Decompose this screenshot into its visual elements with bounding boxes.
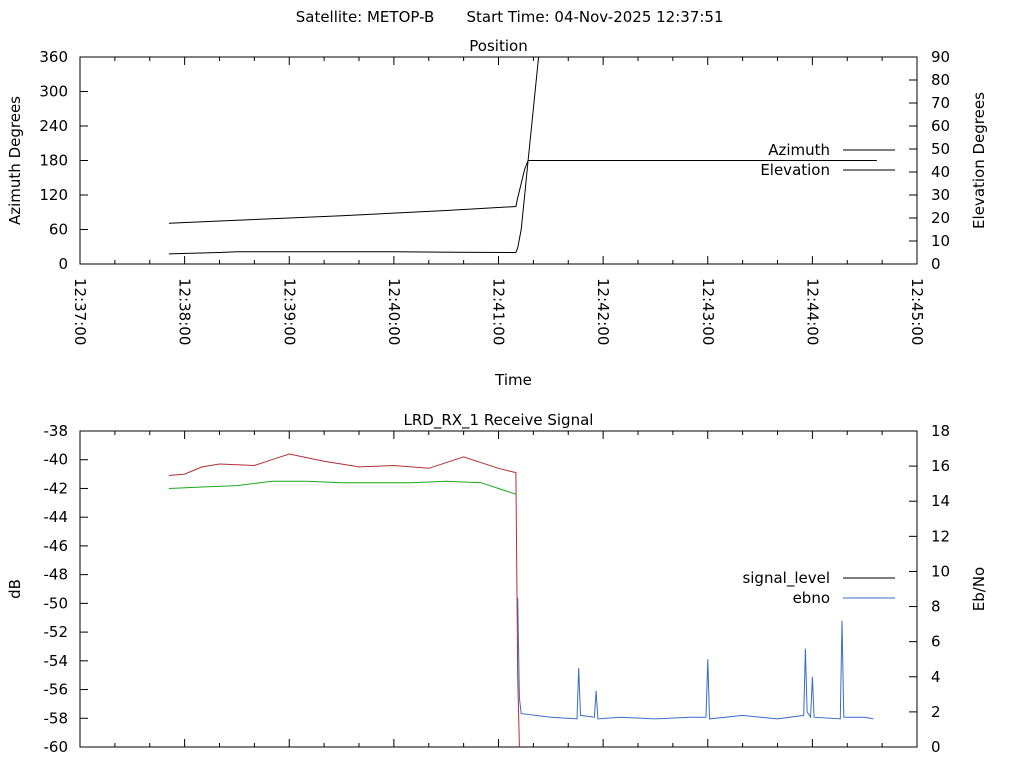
y-right-tick-label: 20	[931, 209, 950, 227]
y-right-tick-label: 18	[931, 422, 950, 440]
y-left-tick-label: -40	[44, 451, 69, 469]
header-start-time: Start Time: 04-Nov-2025 12:37:51	[466, 8, 723, 26]
legend-label: Azimuth	[768, 141, 830, 159]
y-right-tick-label: 6	[931, 633, 941, 651]
y-right-tick-label: 50	[931, 140, 950, 158]
y-left-tick-label: -56	[44, 681, 69, 699]
series-signal-level-line	[168, 453, 520, 747]
x-tick-label: 12:45:00	[908, 278, 926, 345]
y-right-tick-label: 80	[931, 71, 950, 89]
y-left-tick-label: 240	[39, 117, 68, 135]
y-right-tick-label: 16	[931, 457, 950, 475]
y-left-axis-title: Azimuth Degrees	[6, 96, 24, 225]
x-tick-label: 12:38:00	[176, 278, 194, 345]
y-left-tick-label: 180	[39, 152, 68, 170]
x-tick-label: 12:42:00	[594, 278, 612, 345]
y-left-tick-label: 120	[39, 186, 68, 204]
x-tick-label: 12:43:00	[699, 278, 717, 345]
position-chart: Position 0 60 120 180 240 300 360 0 10 20 30 40 50 60 7…	[6, 37, 988, 389]
legend-label: Elevation	[760, 161, 830, 179]
x-tick-label: 12:39:00	[280, 278, 298, 345]
x-tick-label: 12:41:00	[490, 278, 508, 345]
y-right-tick-label: 30	[931, 186, 950, 204]
y-right-axis-title: Eb/No	[970, 567, 988, 611]
y-right-tick-label: 60	[931, 117, 950, 135]
series-ebno-line	[517, 597, 874, 720]
plot-frame	[79, 430, 918, 748]
y-left-tick-label: 0	[58, 255, 68, 273]
y-right-tick-label: 8	[931, 598, 941, 616]
y-left-tick-label: -38	[44, 422, 69, 440]
y-left-tick-label: 60	[49, 221, 68, 239]
series-extra-line	[168, 480, 517, 495]
y-right-tick-label: 10	[931, 562, 950, 580]
series-azimuth-line	[168, 160, 877, 224]
x-axis-title: Time	[494, 371, 532, 389]
y-left-tick-label: -52	[44, 623, 69, 641]
y-left-tick-label: -48	[44, 566, 69, 584]
receive-signal-chart: LRD_RX_1 Receive Signal -60 -58 -56 -54 -52 -5…	[6, 411, 988, 756]
y-left-tick-label: 300	[39, 83, 68, 101]
y-right-axis-title: Elevation Degrees	[970, 92, 988, 229]
y-left-tick-label: -46	[44, 537, 69, 555]
y-left-axis-title: dB	[6, 579, 24, 599]
y-left-tick-label: -50	[44, 594, 69, 612]
y-right-tick-label: 4	[931, 668, 941, 686]
header-satellite: Satellite: METOP-B	[296, 8, 435, 26]
y-right-tick-label: 0	[931, 738, 941, 756]
x-tick-label: 12:40:00	[385, 278, 403, 345]
y-left-tick-label: -60	[44, 738, 69, 756]
legend-label: signal_level	[742, 569, 830, 588]
y-right-tick-label: 40	[931, 163, 950, 181]
y-left-tick-label: -42	[44, 479, 69, 497]
y-left-tick-label: 360	[39, 48, 68, 66]
y-right-tick-label: 70	[931, 94, 950, 112]
y-right-tick-label: 0	[931, 255, 941, 273]
y-right-tick-label: 10	[931, 232, 950, 250]
x-tick-label: 12:37:00	[71, 278, 89, 345]
y-right-tick-label: 12	[931, 527, 950, 545]
y-right-tick-label: 90	[931, 48, 950, 66]
y-left-tick-label: -54	[44, 652, 69, 670]
y-left-tick-label: -44	[44, 508, 69, 526]
legend-label: ebno	[793, 589, 830, 607]
y-right-tick-label: 14	[931, 492, 950, 510]
chart-title: Position	[469, 37, 527, 55]
y-right-tick-label: 2	[931, 703, 941, 721]
y-left-tick-label: -58	[44, 709, 69, 727]
chart-title: LRD_RX_1 Receive Signal	[404, 411, 594, 430]
x-tick-label: 12:44:00	[803, 278, 821, 345]
series-elevation-line	[168, 57, 540, 255]
